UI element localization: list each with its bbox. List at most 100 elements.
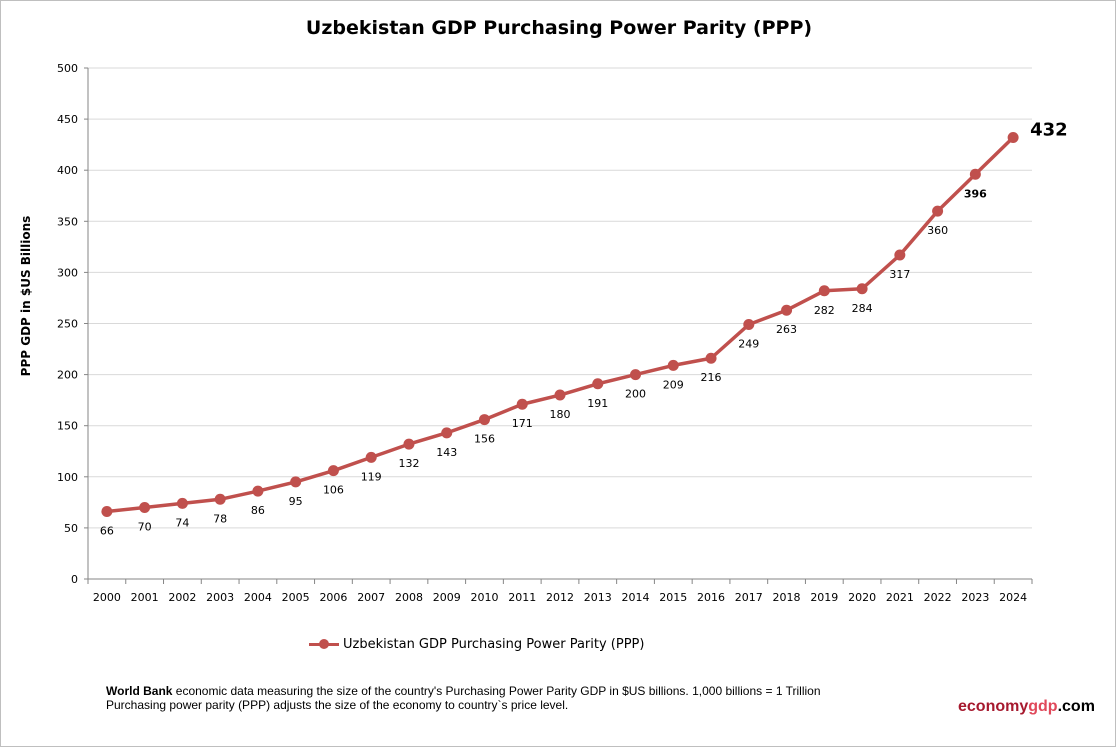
x-tick-label: 2009 xyxy=(433,591,461,604)
x-tick-label: 2004 xyxy=(244,591,272,604)
data-point xyxy=(818,285,830,297)
data-point xyxy=(856,283,868,295)
data-point xyxy=(176,497,188,509)
x-tick-label: 2001 xyxy=(131,591,159,604)
data-point xyxy=(441,427,453,439)
data-point xyxy=(932,205,944,217)
data-point xyxy=(403,438,415,450)
data-label: 216 xyxy=(701,371,722,384)
y-tick-label: 250 xyxy=(57,318,78,331)
data-label: 95 xyxy=(289,495,303,508)
data-point xyxy=(743,319,755,331)
data-point xyxy=(592,378,604,390)
data-point xyxy=(365,451,377,463)
y-tick-label: 50 xyxy=(64,522,78,535)
data-point xyxy=(705,352,717,364)
data-point xyxy=(1007,131,1019,143)
x-tick-label: 2021 xyxy=(886,591,914,604)
logo-part: .com xyxy=(1057,698,1095,715)
x-tick-label: 2008 xyxy=(395,591,423,604)
data-point xyxy=(101,506,113,518)
data-label: 106 xyxy=(323,484,344,497)
data-label: 86 xyxy=(251,504,265,517)
x-tick-label: 2012 xyxy=(546,591,574,604)
x-tick-label: 2002 xyxy=(168,591,196,604)
x-tick-label: 2011 xyxy=(508,591,536,604)
data-point xyxy=(894,249,906,261)
legend-label: Uzbekistan GDP Purchasing Power Parity (… xyxy=(343,637,645,652)
data-label: 74 xyxy=(175,516,189,529)
data-label: 191 xyxy=(587,397,608,410)
data-point xyxy=(214,493,226,505)
y-tick-label: 300 xyxy=(57,266,78,279)
data-label: 209 xyxy=(663,378,684,391)
chart-title: Uzbekistan GDP Purchasing Power Parity (… xyxy=(305,17,813,39)
data-point xyxy=(554,389,566,401)
x-tick-label: 2010 xyxy=(470,591,498,604)
data-point xyxy=(252,485,264,497)
y-tick-label: 150 xyxy=(57,420,78,433)
data-label: 132 xyxy=(398,457,419,470)
data-point xyxy=(139,501,151,513)
x-tick-label: 2019 xyxy=(810,591,838,604)
x-tick-label: 2006 xyxy=(319,591,347,604)
x-tick-label: 2016 xyxy=(697,591,725,604)
logo-part: economy xyxy=(958,698,1029,715)
y-tick-label: 400 xyxy=(57,164,78,177)
data-point xyxy=(516,398,528,410)
x-tick-label: 2018 xyxy=(773,591,801,604)
y-tick-label: 500 xyxy=(57,62,78,75)
logo-part: gdp xyxy=(1028,698,1058,715)
data-point xyxy=(327,465,339,477)
logo: economygdp.com xyxy=(958,698,1095,716)
data-label: 282 xyxy=(814,304,835,317)
data-label: 263 xyxy=(776,323,797,336)
data-point xyxy=(290,476,302,488)
x-tick-label: 2014 xyxy=(622,591,650,604)
x-tick-label: 2022 xyxy=(924,591,952,604)
data-label: 171 xyxy=(512,417,533,430)
x-tick-label: 2024 xyxy=(999,591,1027,604)
data-point xyxy=(667,359,679,371)
x-tick-label: 2017 xyxy=(735,591,763,604)
data-label: 249 xyxy=(738,338,759,351)
y-tick-label: 350 xyxy=(57,215,78,228)
data-label: 360 xyxy=(927,224,948,237)
x-tick-label: 2005 xyxy=(282,591,310,604)
y-tick-label: 450 xyxy=(57,113,78,126)
data-label: 317 xyxy=(889,268,910,281)
legend: Uzbekistan GDP Purchasing Power Parity (… xyxy=(309,637,644,652)
footnote: World Bank economic data measuring the s… xyxy=(106,684,821,712)
data-label: 143 xyxy=(436,446,457,459)
data-label: 284 xyxy=(852,302,873,315)
x-tick-label: 2023 xyxy=(961,591,989,604)
data-point xyxy=(969,168,981,180)
x-tick-label: 2000 xyxy=(93,591,121,604)
data-label: 200 xyxy=(625,388,646,401)
footnote-line1: economic data measuring the size of the … xyxy=(172,684,821,698)
data-point xyxy=(478,414,490,426)
data-point xyxy=(630,369,642,381)
y-tick-label: 100 xyxy=(57,471,78,484)
legend-swatch xyxy=(309,639,339,649)
x-tick-label: 2007 xyxy=(357,591,385,604)
y-tick-label: 0 xyxy=(71,573,78,586)
data-label: 180 xyxy=(550,408,571,421)
data-label: 432 xyxy=(1030,119,1068,140)
series-line xyxy=(106,136,1015,514)
data-label: 70 xyxy=(138,520,152,533)
source-name: World Bank xyxy=(106,684,173,698)
y-tick-label: 200 xyxy=(57,369,78,382)
data-label: 396 xyxy=(964,187,987,200)
data-label: 78 xyxy=(213,512,227,525)
x-tick-label: 2015 xyxy=(659,591,687,604)
data-label: 119 xyxy=(361,470,382,483)
x-tick-label: 2003 xyxy=(206,591,234,604)
data-point xyxy=(781,304,793,316)
data-label: 66 xyxy=(100,525,114,538)
x-tick-label: 2013 xyxy=(584,591,612,604)
footnote-line2: Purchasing power parity (PPP) adjusts th… xyxy=(106,698,569,712)
x-tick-label: 2020 xyxy=(848,591,876,604)
